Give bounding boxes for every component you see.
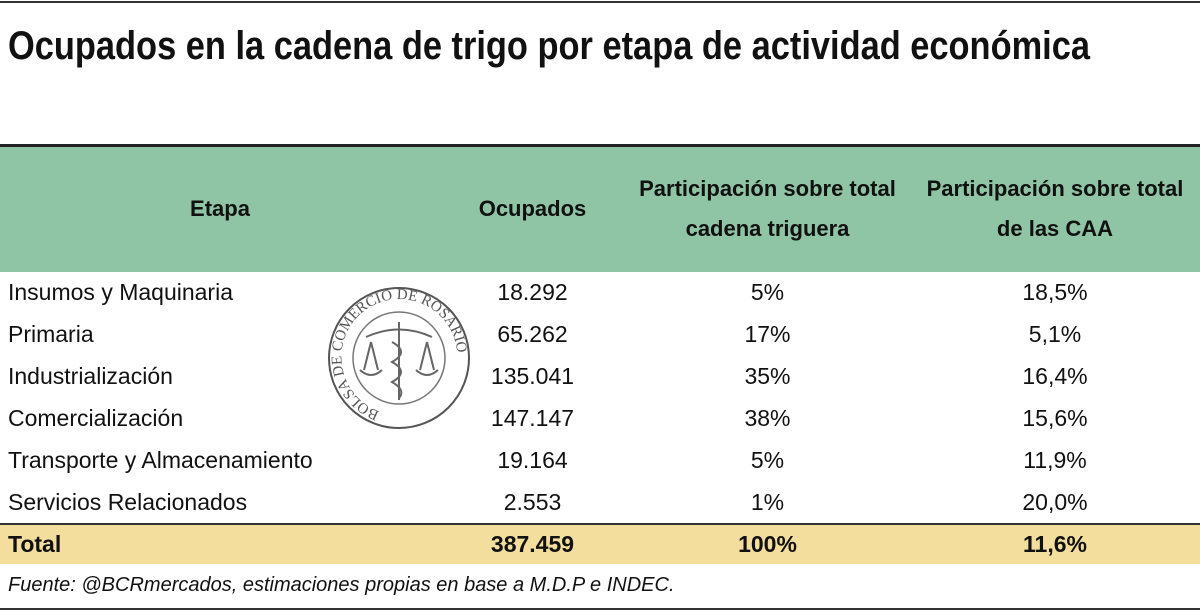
table-cell: 18.292 [497,279,568,305]
header-row: Etapa Ocupados Participación sobre total… [0,145,1200,272]
table-cell: 147.147 [490,405,575,431]
table-cell: 38% [744,405,791,431]
table-cell: Total [8,530,62,557]
table-cell: 35% [744,363,791,389]
total-row: Total 387.459 100% 11,6% [0,523,1200,564]
table-cell: Primaria [8,321,94,347]
table-cell: 11,9% [1023,447,1087,473]
table-cell: 5% [750,447,785,473]
logo: BOLSA DE COMERCIO DE ROSARIO [326,282,472,434]
column-header: Etapa [190,196,250,222]
table-row: Insumos y Maquinaria 18.292 5% 18,5% [0,272,1200,314]
table-row: Transporte y Almacenamiento 19.164 5% 11,9% [0,440,1200,482]
table-cell: 1% [750,488,785,515]
table-cell: 17% [744,321,791,347]
table-cell: 16,4% [1022,363,1088,389]
table-cell: 20,0% [1022,488,1088,515]
table-cell: 18,5% [1022,279,1088,305]
table-cell: 2.553 [503,488,562,515]
table-cell: 65.262 [497,321,568,347]
table-row: Comercialización 147.147 38% 15,6% [0,398,1200,440]
table-cell: 5,1% [1028,321,1082,347]
table-cell: 11,6% [1023,530,1087,557]
table-cell: Industrialización [8,363,173,389]
table-row: Primaria 65.262 17% 5,1% [0,314,1200,356]
table-cell: Servicios Relacionados [8,488,248,515]
table-cell: 135.041 [490,363,575,389]
source-note: Fuente: @BCRmercados, estimaciones propi… [8,574,675,596]
table-body: Insumos y Maquinaria 18.292 5% 18,5% Primari… [0,272,1200,564]
title: Ocupados en la cadena de trigo por etapa… [8,24,1090,68]
table-cell: 100% [738,530,797,557]
column-header: Participación sobre total de las CAA [926,176,1184,242]
bottom-rule [0,608,1200,610]
column-header: Ocupados [478,196,587,222]
top-rule [0,1,1200,3]
table-row: Industrialización 135.041 35% 16,4% [0,356,1200,398]
table-cell: 5% [750,279,785,305]
table-cell: 387.459 [490,530,575,557]
table: Etapa Ocupados Participación sobre total… [0,144,1200,564]
table-cell: Transporte y Almacenamiento [8,447,313,473]
table-cell: Insumos y Maquinaria [8,279,233,305]
table-row: Servicios Relacionados 2.553 1% 20,0% [0,482,1200,524]
table-cell: 19.164 [497,447,568,473]
column-header: Participación sobre total cadena triguer… [639,176,896,242]
table-cell: 15,6% [1022,405,1088,431]
table-cell: Comercialización [8,405,184,431]
